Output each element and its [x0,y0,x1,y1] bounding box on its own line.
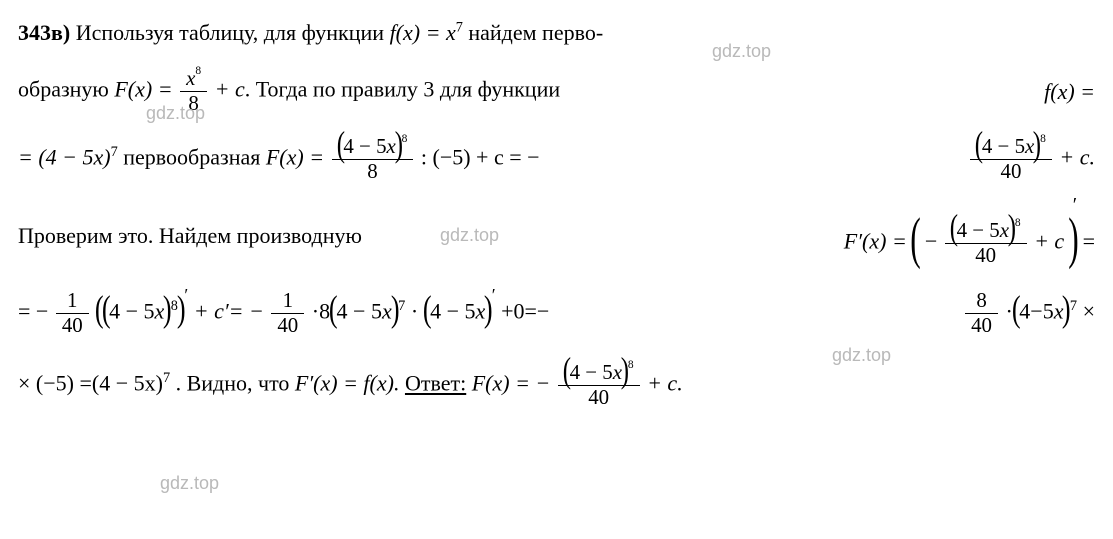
math: × [1083,299,1095,324]
text: Используя таблицу, для функции [70,20,389,45]
text: первообразная [123,145,266,170]
math: F′(x) = f(x). [295,371,405,396]
math: × (−5) =(4 − 5x) [18,371,163,396]
math: ·8 [312,299,330,324]
sup: 7 [111,145,118,161]
line-6: × (−5) =(4 − 5x)7 . Видно, что F′(x) = f… [18,352,1095,420]
fraction: (4 − 5x)8 40 [970,136,1052,183]
text: . Видно, что [176,371,295,396]
line-1: 343в) Используя таблицу, для функции f(x… [18,12,1095,54]
math: + c′= − [194,299,270,324]
math: F(x) = [266,145,330,170]
math: : (−5) + c = − [421,145,540,170]
math: = (4 − 5x) [18,145,111,170]
fraction: (4 − 5x)8 40 [558,362,640,409]
fraction: 8 40 [965,290,998,337]
fraction: 1 40 [56,290,89,337]
math: · [411,299,424,324]
sup: 7 [456,20,463,36]
math: F(x) = − [472,371,551,396]
line-4: Проверим это. Найдем производную F′(x) =… [18,202,1095,270]
fraction: x8 8 [180,68,207,115]
math: = − [18,299,54,324]
math: F(x) = [114,77,178,102]
math: + c [215,77,245,102]
math: = [1083,228,1095,253]
watermark: gdz.top [160,466,219,500]
text: . Тогда по правилу 3 для функции [245,77,560,102]
line-5: = − 1 40 ((4 − 5x)8)′ + c′= − 1 40 ·8(4 … [18,280,1095,348]
fraction: (4 − 5x)8 40 [945,220,1027,267]
math: − [925,228,937,253]
problem-label: 343в) [18,20,70,45]
text: Проверим это. Найдем производную [18,215,362,257]
text: найдем перво- [463,20,603,45]
text: образную [18,77,114,102]
math: + c [1034,228,1064,253]
fraction: (4 − 5x)8 8 [332,136,414,183]
fraction: 1 40 [271,290,304,337]
answer-label: Ответ: [405,371,466,396]
math: + c. [1059,145,1095,170]
math: + c. [647,371,683,396]
line-2: образную F(x) = x8 8 + c. Тогда по прави… [18,58,1095,126]
line-3: = (4 − 5x)7 первообразная F(x) = (4 − 5x… [18,126,1095,194]
math: f(x) = [1044,71,1095,113]
math: F′(x) = [844,228,913,253]
math: +0=− [501,299,549,324]
math: f(x) = x [390,20,456,45]
